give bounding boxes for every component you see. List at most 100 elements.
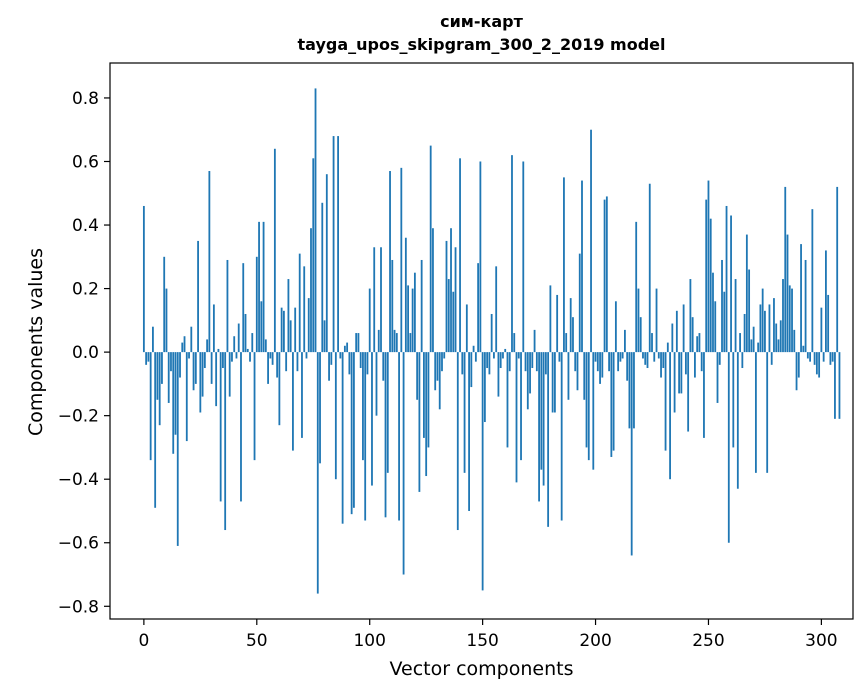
bar-111 bbox=[393, 329, 396, 353]
bar-298 bbox=[815, 352, 818, 375]
y-axis-ticks: −0.8 −0.6 −0.4 −0.2 0.0 0.2 0.4 0.6 0.8 bbox=[58, 89, 110, 617]
bar-86 bbox=[337, 136, 339, 353]
bar-280 bbox=[775, 323, 778, 353]
bar-152 bbox=[486, 352, 489, 369]
bar-38 bbox=[228, 352, 231, 397]
bar-230 bbox=[662, 352, 665, 369]
bar-80 bbox=[323, 320, 326, 353]
bar-163 bbox=[511, 155, 513, 353]
bar-208 bbox=[612, 352, 615, 451]
bar-277 bbox=[768, 304, 771, 353]
bar-169 bbox=[524, 352, 527, 372]
bar-110 bbox=[391, 259, 394, 353]
bar-270 bbox=[752, 326, 755, 353]
bar-26 bbox=[201, 352, 204, 397]
bar-304 bbox=[829, 352, 832, 365]
bar-207 bbox=[610, 352, 613, 457]
bar-84 bbox=[332, 136, 335, 353]
bar-58 bbox=[273, 148, 276, 353]
bar-283 bbox=[782, 279, 784, 353]
bar-215 bbox=[628, 352, 631, 429]
bar-226 bbox=[653, 352, 656, 362]
bar-127 bbox=[429, 145, 432, 353]
bar-151 bbox=[483, 352, 486, 423]
bar-28 bbox=[206, 339, 209, 353]
bar-209 bbox=[614, 301, 617, 353]
bar-305 bbox=[831, 352, 834, 362]
bar-105 bbox=[380, 247, 382, 353]
bar-191 bbox=[574, 352, 577, 372]
bar-141 bbox=[461, 352, 464, 375]
bar-168 bbox=[522, 161, 525, 353]
bar-148 bbox=[477, 263, 480, 353]
bar-128 bbox=[432, 228, 434, 353]
bar-13 bbox=[172, 352, 175, 454]
bar-225 bbox=[651, 333, 653, 353]
bar-290 bbox=[797, 352, 800, 378]
bar-series bbox=[142, 88, 841, 594]
bar-23 bbox=[194, 352, 197, 384]
x-tick-label: 100 bbox=[353, 631, 385, 651]
bar-233 bbox=[669, 352, 671, 480]
bar-218 bbox=[635, 221, 638, 353]
bar-118 bbox=[409, 333, 412, 353]
bar-39 bbox=[231, 352, 233, 362]
bar-251 bbox=[709, 218, 712, 353]
bar-136 bbox=[450, 228, 452, 353]
bar-264 bbox=[739, 333, 741, 353]
bar-52 bbox=[260, 301, 263, 353]
bar-164 bbox=[513, 333, 516, 353]
bar-201 bbox=[596, 352, 599, 372]
bar-200 bbox=[594, 352, 597, 362]
bar-9 bbox=[163, 256, 166, 353]
bar-188 bbox=[567, 352, 570, 400]
bar-269 bbox=[750, 339, 753, 353]
bar-65 bbox=[289, 320, 292, 353]
bar-256 bbox=[721, 259, 723, 353]
bar-181 bbox=[551, 352, 554, 413]
bar-166 bbox=[517, 352, 520, 359]
bar-48 bbox=[251, 333, 254, 353]
bar-55 bbox=[267, 352, 269, 384]
x-tick-label: 250 bbox=[692, 631, 724, 651]
bar-272 bbox=[757, 342, 760, 353]
bar-50 bbox=[255, 256, 258, 353]
bar-122 bbox=[418, 352, 421, 492]
bar-66 bbox=[292, 352, 294, 451]
y-tick-label: −0.4 bbox=[58, 470, 99, 490]
bar-123 bbox=[420, 259, 423, 353]
bar-41 bbox=[235, 352, 238, 359]
bar-242 bbox=[689, 279, 692, 353]
bar-134 bbox=[445, 240, 448, 353]
bar-295 bbox=[809, 352, 811, 362]
bar-97 bbox=[362, 352, 364, 461]
bar-296 bbox=[811, 209, 814, 353]
bar-229 bbox=[660, 352, 662, 378]
bar-219 bbox=[637, 288, 640, 353]
bar-300 bbox=[820, 307, 823, 353]
bar-183 bbox=[556, 294, 559, 353]
bar-54 bbox=[264, 339, 267, 353]
bar-71 bbox=[303, 266, 306, 353]
bar-30 bbox=[210, 352, 213, 384]
chart-title: сим-карт bbox=[440, 12, 523, 31]
bar-184 bbox=[558, 352, 561, 362]
bar-117 bbox=[407, 285, 410, 353]
bar-172 bbox=[531, 352, 534, 369]
bar-108 bbox=[386, 352, 389, 473]
bar-180 bbox=[549, 285, 552, 353]
bar-92 bbox=[350, 352, 353, 515]
bar-241 bbox=[687, 352, 690, 432]
bar-274 bbox=[761, 288, 764, 353]
bar-243 bbox=[691, 317, 694, 353]
bar-27 bbox=[203, 352, 206, 369]
bar-182 bbox=[553, 352, 556, 413]
bar-203 bbox=[601, 352, 604, 378]
bar-72 bbox=[305, 352, 308, 359]
bar-132 bbox=[441, 352, 443, 372]
bar-177 bbox=[542, 352, 545, 486]
bar-247 bbox=[700, 352, 703, 372]
bar-299 bbox=[818, 352, 821, 378]
bar-211 bbox=[619, 352, 622, 362]
